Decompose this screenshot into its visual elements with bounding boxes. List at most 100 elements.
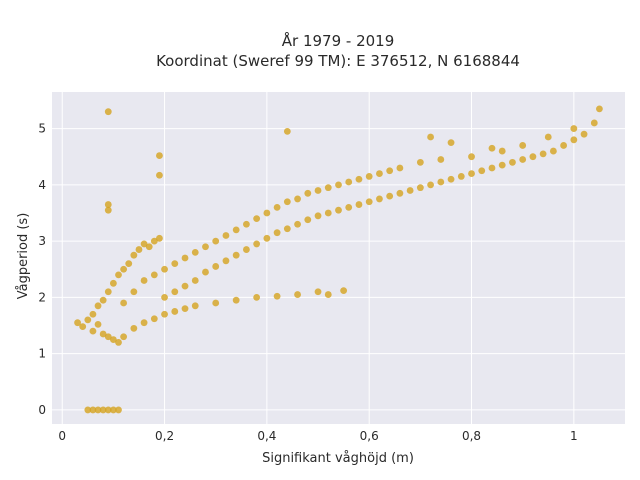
x-tick-label-3: 0,6	[360, 429, 379, 443]
data-point	[468, 170, 475, 177]
data-point	[171, 288, 179, 296]
data-point	[202, 243, 209, 251]
data-point	[427, 181, 434, 189]
data-point	[253, 293, 261, 301]
data-point	[130, 288, 138, 296]
data-point	[340, 287, 348, 295]
data-point	[191, 248, 199, 256]
data-point	[560, 142, 568, 149]
data-point	[156, 152, 163, 159]
data-point	[232, 296, 240, 304]
data-point	[509, 158, 516, 166]
data-point	[324, 209, 332, 217]
data-point	[140, 319, 148, 327]
data-point	[590, 119, 598, 127]
data-point	[283, 127, 291, 135]
data-point	[253, 240, 261, 248]
data-point	[94, 406, 102, 414]
x-axis-title: Signifikant våghöjd (m)	[262, 451, 414, 466]
data-point	[529, 153, 537, 161]
data-point	[468, 153, 475, 161]
data-point	[324, 184, 332, 192]
data-point	[365, 173, 373, 180]
data-point	[161, 265, 168, 273]
y-tick-label-2: 2	[38, 290, 46, 304]
y-tick-label-0: 0	[38, 403, 46, 417]
data-point	[109, 406, 117, 414]
data-point	[84, 406, 92, 414]
data-point	[406, 187, 414, 194]
data-point	[104, 108, 112, 116]
data-point	[396, 189, 404, 197]
data-point	[212, 237, 220, 245]
data-point	[104, 206, 112, 214]
y-axis-title: Vågperiod (s)	[16, 213, 31, 300]
data-point	[99, 330, 107, 338]
grid-lines	[52, 92, 625, 424]
data-point	[273, 292, 281, 300]
data-point	[156, 171, 163, 179]
data-point	[89, 327, 97, 335]
data-point	[115, 339, 122, 346]
data-point	[447, 139, 455, 147]
data-point	[161, 293, 168, 301]
data-point	[263, 209, 271, 217]
data-point	[115, 406, 122, 414]
data-point	[386, 192, 394, 200]
data-point	[191, 302, 199, 310]
data-point	[89, 406, 97, 414]
data-point	[478, 167, 486, 175]
data-point	[294, 220, 301, 228]
data-point	[335, 181, 342, 189]
data-point	[570, 125, 578, 132]
x-tick-label-2: 0,4	[257, 429, 276, 443]
data-point	[243, 246, 250, 253]
data-point	[104, 201, 112, 208]
tick-labels: 0 0,2 0,4 0,6 0,8 1 0 1 2 3 4 5	[38, 122, 577, 443]
data-point	[243, 220, 250, 228]
data-point	[120, 333, 128, 341]
data-point	[140, 277, 148, 284]
data-point	[596, 105, 603, 113]
data-point	[222, 232, 230, 239]
data-point	[263, 234, 271, 242]
data-point	[416, 184, 424, 192]
y-tick-label-5: 5	[38, 122, 46, 136]
data-point	[94, 321, 102, 328]
data-point	[294, 195, 301, 203]
data-point	[314, 212, 322, 220]
data-point	[222, 257, 230, 265]
data-point	[314, 187, 322, 194]
data-point	[570, 136, 578, 144]
data-point	[283, 225, 291, 233]
data-point	[150, 271, 158, 279]
y-tick-label-3: 3	[38, 234, 46, 248]
data-point	[283, 198, 291, 206]
data-point	[145, 243, 153, 251]
data-point	[437, 156, 445, 163]
data-point	[324, 291, 332, 298]
data-point	[125, 260, 133, 268]
data-points	[74, 105, 603, 414]
data-point	[365, 198, 373, 206]
data-point	[549, 147, 557, 155]
data-point	[427, 133, 434, 141]
data-point	[488, 144, 496, 152]
data-point	[345, 178, 353, 186]
data-point	[171, 308, 179, 315]
data-point	[150, 237, 158, 245]
data-point	[345, 203, 353, 211]
data-point	[104, 406, 112, 414]
data-point	[386, 167, 394, 175]
data-point	[519, 156, 527, 163]
data-point	[89, 310, 97, 318]
data-point	[109, 279, 117, 287]
data-point	[140, 240, 148, 248]
data-point	[294, 291, 301, 298]
data-point	[115, 271, 122, 279]
data-point	[130, 324, 138, 332]
x-tick-label-0: 0	[58, 429, 66, 443]
data-point	[181, 305, 189, 313]
data-point	[376, 195, 383, 203]
data-point	[335, 206, 342, 214]
